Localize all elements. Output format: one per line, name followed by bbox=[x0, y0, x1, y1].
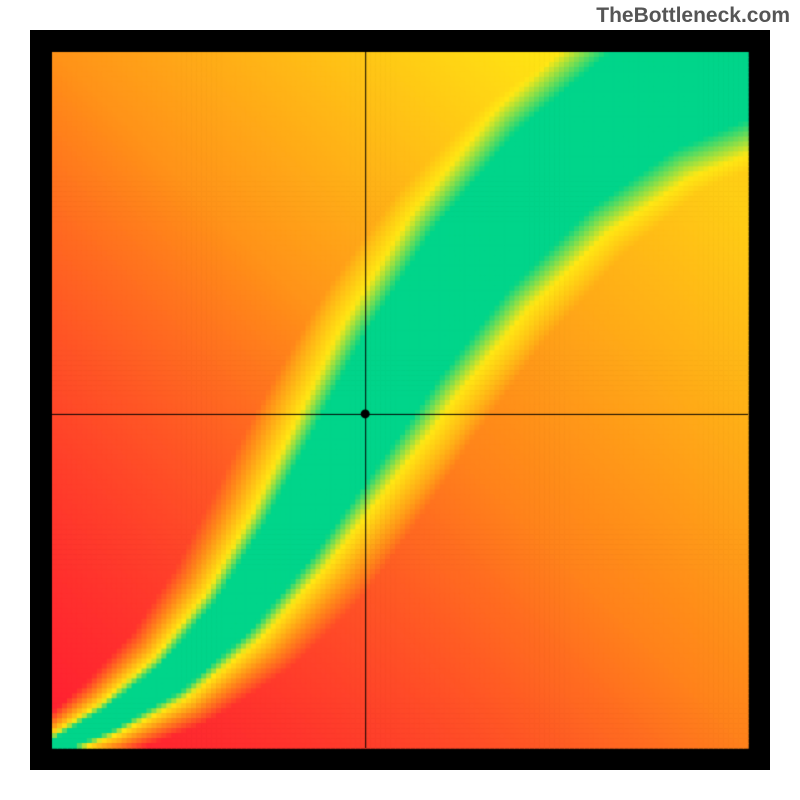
chart-frame bbox=[30, 30, 770, 770]
heatmap-canvas bbox=[30, 30, 770, 770]
watermark-text: TheBottleneck.com bbox=[596, 4, 790, 28]
chart-container: TheBottleneck.com bbox=[0, 0, 800, 800]
